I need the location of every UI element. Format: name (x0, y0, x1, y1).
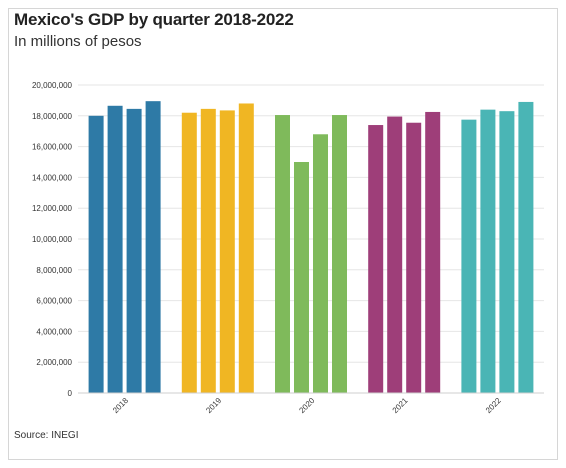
y-tick-label: 0 (68, 389, 73, 398)
x-tick-label: 2021 (391, 396, 410, 415)
bar (332, 115, 347, 393)
bar (387, 116, 403, 393)
y-tick-label: 6,000,000 (36, 297, 72, 306)
y-tick-label: 2,000,000 (36, 358, 72, 367)
bar (480, 109, 496, 393)
y-tick-label: 10,000,000 (32, 235, 73, 244)
x-tick-label: 2022 (484, 396, 503, 415)
y-tick-label: 4,000,000 (36, 327, 72, 336)
y-tick-label: 8,000,000 (36, 266, 72, 275)
bar (145, 101, 161, 394)
x-tick-label: 2018 (111, 396, 130, 415)
bar (200, 108, 216, 394)
bar (313, 134, 328, 393)
bar (219, 110, 235, 393)
bar (518, 101, 534, 393)
x-tick-label: 2020 (297, 396, 316, 415)
bar (461, 119, 477, 394)
chart-title: Mexico's GDP by quarter 2018-2022 (14, 10, 294, 29)
bar (88, 115, 104, 394)
y-tick-label: 12,000,000 (32, 204, 73, 213)
x-tick-label: 2019 (204, 396, 223, 415)
bar (238, 103, 254, 393)
chart-subtitle: In millions of pesos (14, 33, 142, 50)
bar (294, 162, 309, 393)
bar (499, 111, 515, 394)
bar (368, 125, 384, 393)
source-note: Source: INEGI (14, 430, 79, 441)
bar (406, 122, 422, 393)
y-tick-label: 18,000,000 (32, 112, 73, 121)
y-tick-label: 20,000,000 (32, 81, 73, 90)
bar (126, 108, 142, 394)
y-tick-label: 14,000,000 (32, 173, 73, 182)
bar (425, 111, 441, 393)
bar (181, 112, 197, 393)
bar (275, 115, 290, 393)
y-tick-label: 16,000,000 (32, 143, 73, 152)
bar (107, 105, 123, 393)
